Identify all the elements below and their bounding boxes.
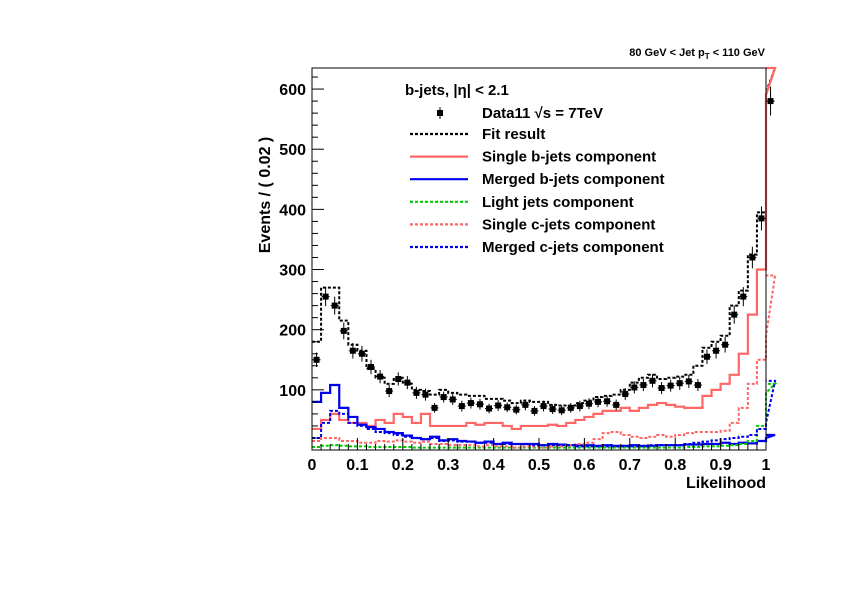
data-point	[376, 369, 385, 384]
x-tick-label: 0.4	[482, 457, 504, 474]
legend-label: Single c-jets component	[482, 216, 655, 233]
legend-label: Merged c-jets component	[482, 239, 664, 256]
data-point	[485, 403, 494, 414]
data-point	[512, 404, 521, 415]
legend-entry-merged-c: Merged c-jets component	[410, 239, 664, 256]
data-point	[521, 399, 530, 411]
axes: 0 0.1 0.2 0.3 0.4 0.5 0.6 0.7 0.8 0.9 1 100 200 300 40…	[279, 76, 771, 474]
series-single-c	[312, 274, 777, 449]
series-merged-c	[312, 379, 777, 448]
legend-label: Single b-jets component	[482, 149, 656, 166]
legend-entry-merged-b: Merged b-jets component	[410, 171, 665, 188]
data-point	[330, 296, 339, 315]
data-point	[712, 342, 721, 359]
y-axis-title: Events / ( 0.02 )	[257, 137, 274, 254]
data-point	[766, 86, 775, 116]
data-point	[739, 286, 748, 307]
header-label: 80 GeV < Jet pT < 110 GeV	[629, 47, 765, 61]
data-point	[666, 379, 675, 392]
data-point	[367, 359, 376, 375]
data-point	[530, 406, 539, 416]
data-point	[494, 400, 503, 411]
x-tick-label: 0.2	[392, 457, 414, 474]
legend-entry-single-b: Single b-jets component	[410, 149, 656, 166]
data-point	[684, 374, 693, 389]
data-point	[348, 342, 357, 359]
data-point	[548, 404, 557, 414]
data-point	[385, 385, 394, 398]
data-point	[621, 388, 630, 401]
data-point	[675, 376, 684, 390]
legend-data-label: Data11 √s = 7TeV	[482, 105, 603, 122]
data-point	[748, 246, 757, 269]
legend-label: Merged b-jets component	[482, 171, 665, 188]
y-tick-label: 200	[279, 323, 306, 340]
data-point	[648, 374, 657, 388]
data-point	[503, 402, 512, 413]
data-point	[702, 349, 711, 364]
x-tick-label: 0.7	[619, 457, 641, 474]
data-point	[639, 379, 648, 392]
data-point	[439, 391, 448, 403]
data-point	[721, 336, 730, 353]
legend-label: Fit result	[482, 126, 545, 143]
x-tick-label: 0.6	[573, 457, 595, 474]
x-tick-label: 0.3	[437, 457, 459, 474]
data-point	[539, 400, 548, 412]
legend-entry-fit: Fit result	[410, 126, 545, 143]
x-tick-label: 0.5	[528, 457, 550, 474]
data-point	[575, 400, 584, 412]
data-point	[357, 345, 366, 362]
data-point	[394, 372, 403, 386]
x-tick-label: 0.1	[346, 457, 368, 474]
data-point	[312, 352, 321, 367]
data-point	[430, 403, 439, 413]
series-fit	[312, 67, 777, 407]
legend-entry-data: Data11 √s = 7TeV	[437, 105, 603, 122]
y-tick-label: 100	[279, 383, 306, 400]
data-point	[339, 322, 348, 340]
y-tick-label: 500	[279, 142, 306, 159]
legend-data-marker	[437, 110, 443, 116]
data-point	[757, 206, 766, 231]
data-point	[448, 394, 457, 405]
x-axis-title: Likelihood	[686, 475, 766, 492]
x-tick-label: 0.9	[709, 457, 731, 474]
data-point	[584, 398, 593, 410]
series-single-b	[312, 66, 777, 431]
x-tick-label: 1	[762, 457, 771, 474]
legend-entry-light: Light jets component	[410, 194, 634, 211]
data-point	[466, 397, 475, 409]
data-point	[730, 305, 739, 324]
x-tick-label: 0.8	[664, 457, 686, 474]
y-tick-label: 600	[279, 82, 306, 99]
data-point	[321, 286, 330, 307]
selection-label: b-jets, |η| < 2.1	[405, 82, 509, 99]
y-tick-label: 400	[279, 202, 306, 219]
data-point	[421, 388, 430, 401]
data-point	[557, 405, 566, 416]
data-point	[630, 381, 639, 394]
legend: b-jets, |η| < 2.1 Data11 √s = 7TeV Fit r…	[405, 82, 665, 256]
data-point	[657, 382, 666, 395]
data-point	[612, 399, 621, 411]
data-point	[475, 398, 484, 410]
data-point	[412, 386, 421, 399]
data-point	[594, 396, 603, 408]
data-point	[603, 395, 612, 407]
data-point	[693, 379, 702, 392]
legend-label: Light jets component	[482, 194, 634, 211]
y-tick-label: 300	[279, 263, 306, 280]
data-point	[403, 376, 412, 390]
x-tick-label: 0	[308, 457, 317, 474]
data-point	[566, 403, 575, 413]
legend-entries: Fit result Single b-jets component Merged …	[410, 126, 665, 256]
legend-entry-single-c: Single c-jets component	[410, 216, 655, 233]
data-point	[457, 400, 466, 412]
